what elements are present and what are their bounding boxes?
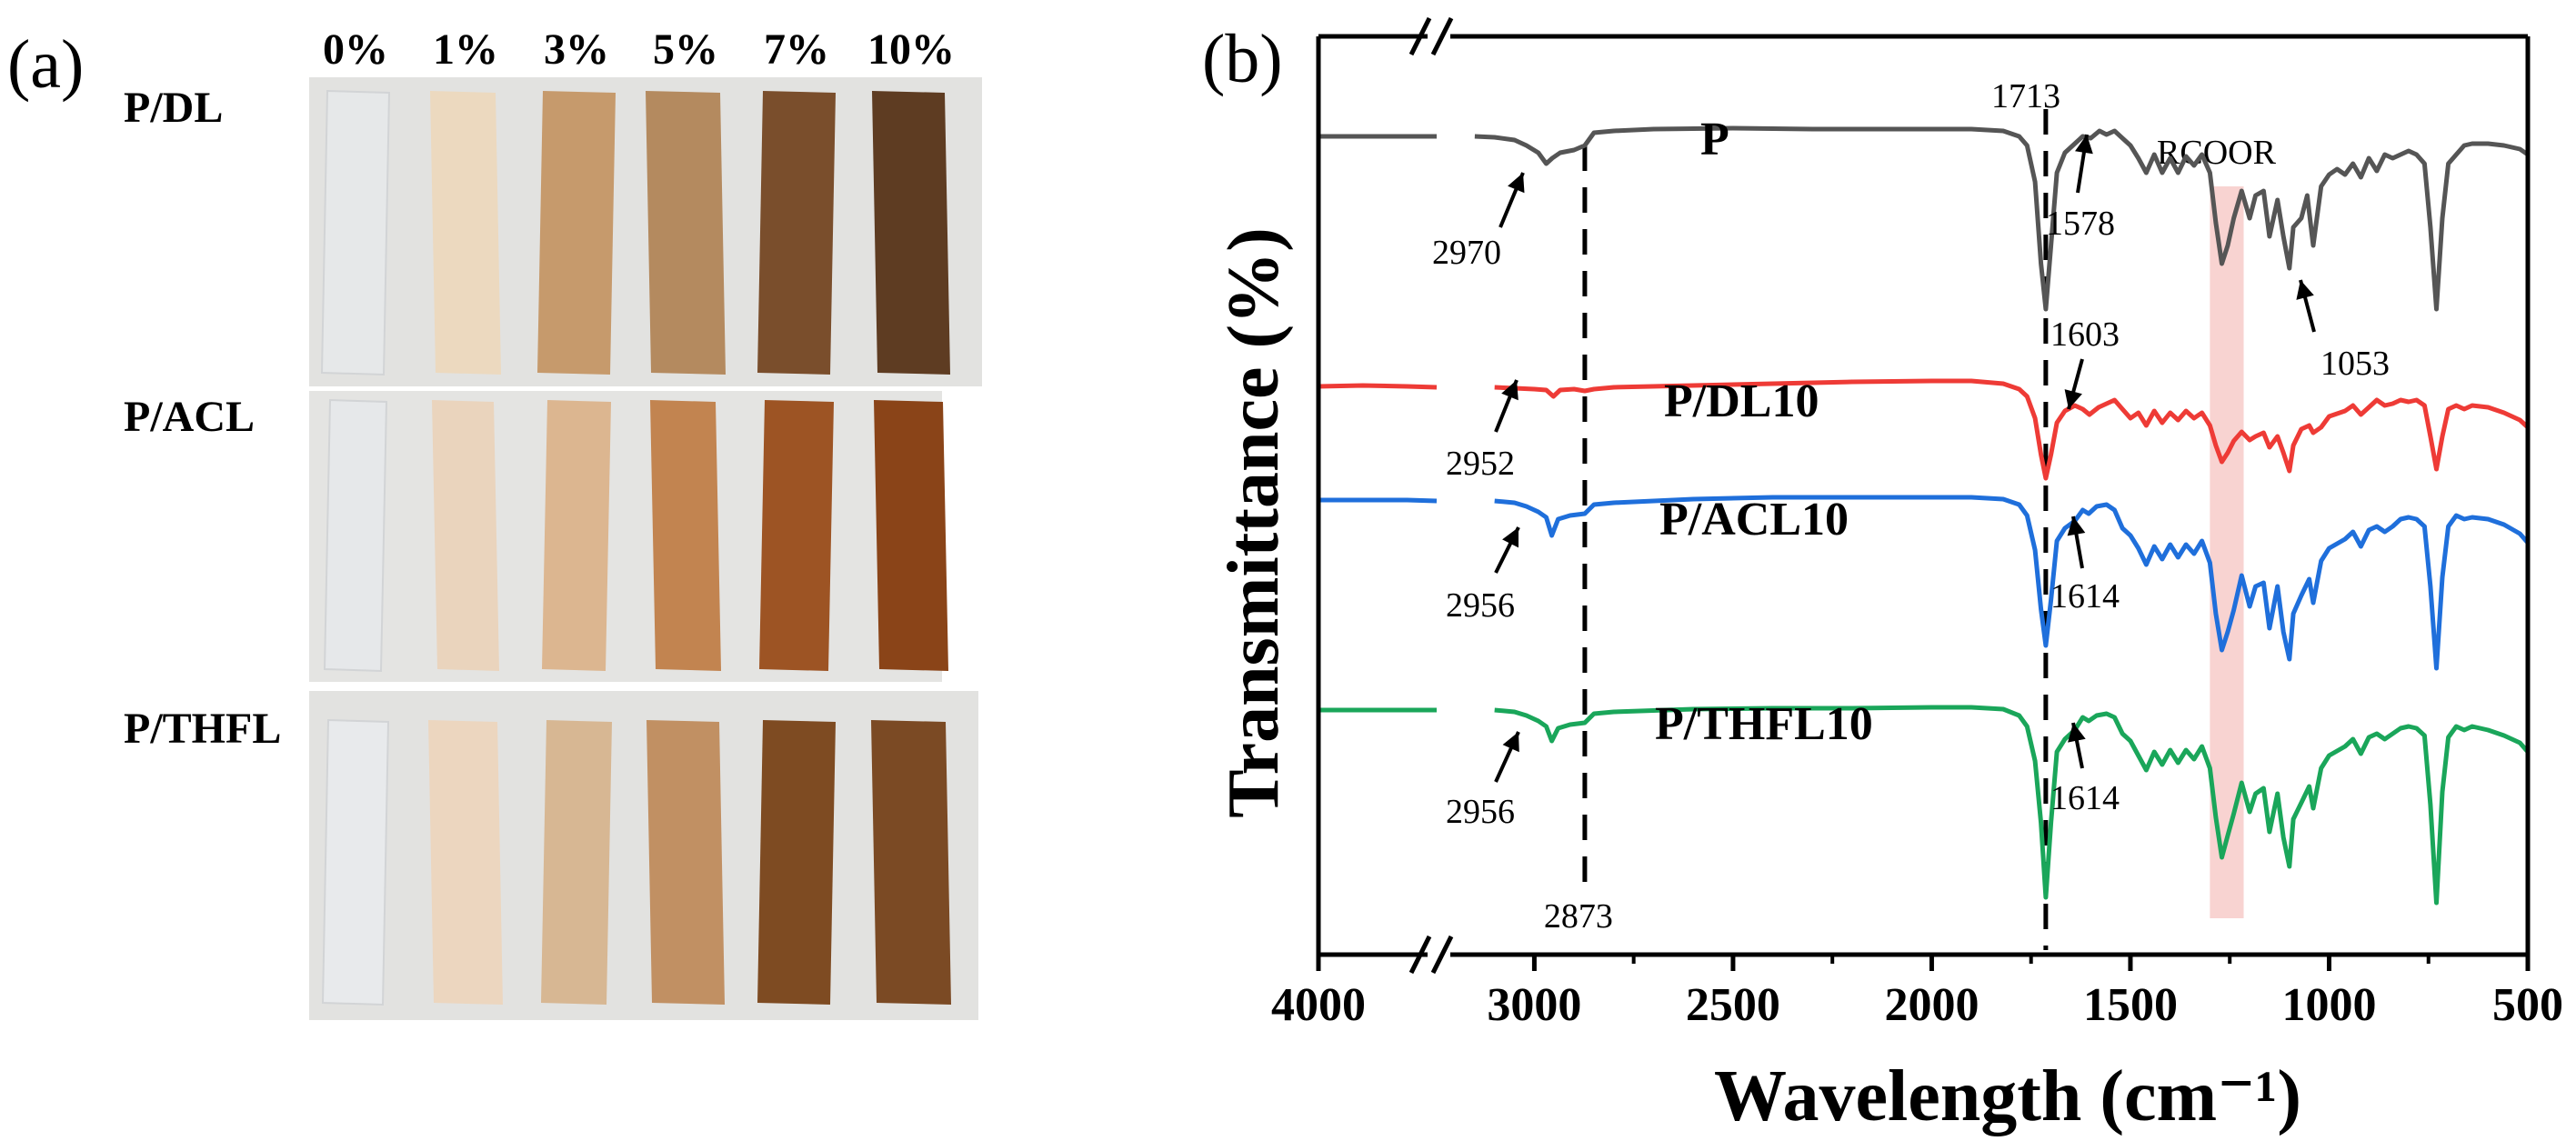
series-line — [1494, 705, 2530, 906]
peak-annotation: 1578 — [2046, 205, 2115, 243]
panel-b-label: (b) — [1202, 21, 1283, 97]
series-line-segment — [1318, 383, 1438, 390]
peak-annotation: 1614 — [2050, 577, 2120, 616]
x-axis-label: Wavelength (cm⁻¹) — [1714, 1056, 2301, 1136]
concentration-label: 10% — [867, 25, 955, 74]
concentration-label: 5% — [653, 25, 718, 74]
peak-annotation: 2952 — [1446, 445, 1515, 483]
annotation-arrow-head — [2068, 723, 2086, 743]
axis-break-mark — [1430, 935, 1454, 975]
x-tick-label: 500 — [2492, 979, 2563, 1031]
film-strip — [537, 91, 616, 375]
film-strip — [542, 400, 611, 671]
series-line — [1494, 378, 2530, 481]
rcoor-label: RCOOR — [2157, 134, 2277, 172]
film-strip — [320, 89, 391, 376]
film-strip — [541, 720, 612, 1005]
film-strip — [428, 720, 503, 1005]
annotation-arrow-head — [2075, 135, 2093, 155]
film-strip — [650, 400, 721, 671]
annotation-arrow-head — [1502, 732, 1519, 753]
film-strip — [872, 91, 950, 375]
x-tick-label: 1000 — [2281, 979, 2376, 1031]
film-strip — [759, 400, 834, 671]
series-line — [1474, 125, 2530, 312]
peak-annotation: 2970 — [1432, 234, 1501, 272]
series-label: P/DL10 — [1664, 375, 1819, 427]
axis-break-mark — [1408, 935, 1432, 975]
dashed-line-label: 2873 — [1544, 897, 1613, 936]
photo-p-dl — [309, 77, 982, 386]
film-strip — [874, 400, 948, 671]
x-tick-label: 1500 — [2083, 979, 2178, 1031]
film-strip — [871, 720, 951, 1005]
series-layer: P P/DL10 P/ACL10 P/THFL10 — [1318, 114, 2530, 906]
peak-annotation: 1713 — [1991, 77, 2060, 115]
annotations: 2970 1713 1578 1053 2952 1603 2956 1614 2956 1614 — [1432, 77, 2390, 831]
series-label: P — [1700, 114, 1729, 165]
series-line-segment — [1318, 497, 1438, 504]
x-ticks: 4000 3000 2500 2000 1500 1000 500 — [1271, 955, 2563, 1031]
axis-break-mark — [1430, 16, 1454, 56]
annotation-arrow-head — [1508, 173, 1525, 194]
x-tick-label: 2500 — [1686, 979, 1780, 1031]
concentration-label: 1% — [433, 25, 498, 74]
concentration-headers: 0% 1% 3% 5% 7% 10% — [323, 25, 955, 74]
film-strip — [757, 91, 836, 375]
peak-annotation: 1603 — [2050, 315, 2120, 354]
annotation-arrow-head — [1502, 527, 1519, 548]
peak-annotation: 2956 — [1446, 586, 1515, 625]
film-strip — [321, 718, 390, 1006]
series-line — [1494, 495, 2530, 671]
series-label: P/THFL10 — [1655, 698, 1873, 750]
film-strip — [646, 91, 726, 375]
annotation-arrow-head — [2296, 280, 2314, 300]
panel-a: (a) 0% 1% 3% 5% 7% 10% P/DL P/ACL P/THFL — [7, 25, 982, 1020]
concentration-label: 3% — [544, 25, 609, 74]
panel-a-label: (a) — [7, 26, 84, 103]
axis-break-mark — [1408, 16, 1432, 56]
annotation-arrow-head — [1501, 380, 1519, 401]
film-strip — [323, 398, 388, 673]
film-strip — [432, 400, 499, 671]
panel-b: (b) RCOOR 2873 P P/DL10 P/ACL10 P/THFL10 40… — [1202, 16, 2563, 1136]
photo-p-thfl — [309, 691, 978, 1020]
concentration-label: 7% — [764, 25, 829, 74]
row-label-p-acl: P/ACL — [124, 393, 255, 441]
x-tick-label: 2000 — [1884, 979, 1979, 1031]
film-strips — [320, 89, 951, 1006]
film-strip — [757, 720, 836, 1005]
row-label-p-dl: P/DL — [124, 84, 223, 132]
y-axis-label: Transmittance (%) — [1214, 227, 1294, 818]
film-strip — [430, 91, 501, 375]
annotation-arrow-head — [2064, 389, 2082, 409]
peak-annotation: 1614 — [2050, 779, 2120, 817]
photo-p-acl — [309, 391, 942, 682]
plot-frame — [1316, 16, 2531, 975]
series-label: P/ACL10 — [1659, 494, 1849, 545]
x-tick-label: 3000 — [1487, 979, 1581, 1031]
annotation-arrow-head — [2067, 516, 2086, 536]
row-label-p-thfl: P/THFL — [124, 705, 281, 753]
concentration-label: 0% — [323, 25, 388, 74]
film-strip — [647, 720, 725, 1005]
x-tick-label: 4000 — [1271, 979, 1366, 1031]
peak-annotation: 1053 — [2320, 345, 2390, 383]
peak-annotation: 2956 — [1446, 793, 1515, 831]
